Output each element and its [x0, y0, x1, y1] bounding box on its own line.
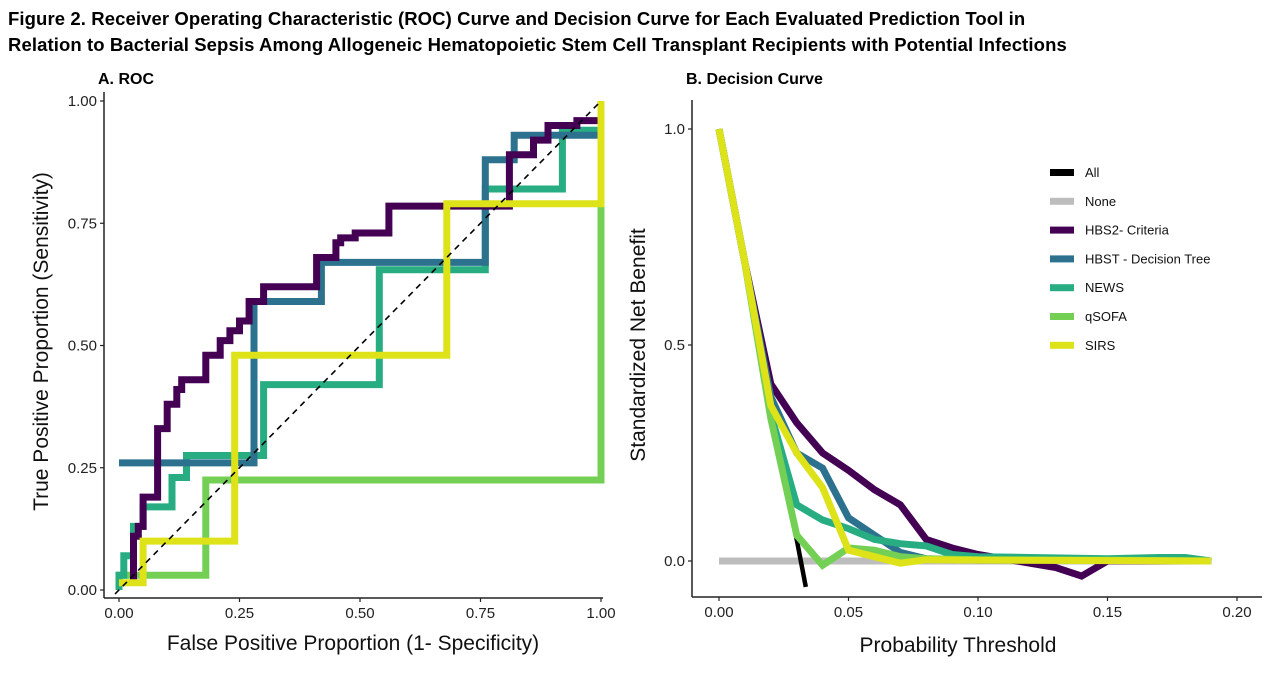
decision-curve-plot-area — [715, 128, 1212, 588]
decision-curve-y-tick-label: 0.5 — [664, 337, 685, 354]
roc-x-axis-title: False Positive Proportion (1- Specificit… — [167, 632, 539, 655]
roc-chance-line — [114, 100, 602, 595]
decision-curve-y-tick-label: 1.0 — [664, 121, 685, 138]
legend-label: None — [1085, 194, 1116, 209]
roc-curve-sirs — [119, 101, 605, 587]
roc-x-tick-label: 0.25 — [225, 605, 254, 622]
decision-curve-x-tick-label: 0.05 — [834, 604, 863, 621]
roc-curve-hbst-decision-tree — [119, 131, 601, 467]
roc-curve-news — [115, 126, 601, 590]
decision-curve-panel: B. Decision Curve 0.00 0.05 0.10 0.15 0.200.… — [627, 71, 1262, 657]
legend-label: All — [1085, 165, 1100, 180]
roc-y-axis-title: True Positive Proportion (Sensitivity) — [30, 172, 53, 511]
legend-label: HBST - Decision Tree — [1085, 251, 1210, 266]
roc-plot-area — [114, 100, 605, 595]
decision-curve-axes: 0.00 0.05 0.10 0.15 0.20 0.0 0.5 1.0 — [664, 100, 1262, 621]
roc-curve-hbs2-criteria — [130, 117, 601, 581]
legend-label: qSOFA — [1085, 309, 1127, 324]
legend-label: SIRS — [1085, 338, 1116, 353]
roc-x-tick-label: 0.00 — [104, 605, 133, 622]
decision-curve-x-tick-label: 0.10 — [963, 604, 992, 621]
decision-curve-y-axis-title: Standardized Net Benefit — [627, 228, 650, 462]
decision-curve-x-tick-label: 0.20 — [1222, 604, 1251, 621]
legend-item-hbs2-criteria: HBS2- Criteria — [1050, 223, 1170, 238]
legend-item-none: None — [1050, 194, 1116, 209]
decision-curve-x-tick-label: 0.15 — [1093, 604, 1122, 621]
legend-item-qsofa: qSOFA — [1050, 309, 1127, 324]
legend-item-all: All — [1050, 165, 1100, 180]
legend-swatch-news — [1050, 284, 1074, 292]
legend-item-sirs: SIRS — [1050, 338, 1116, 353]
figure-title-line-2: Relation to Bacterial Sepsis Among Allog… — [8, 34, 1067, 55]
roc-y-tick-label: 0.25 — [68, 460, 97, 477]
roc-x-tick-label: 1.00 — [586, 605, 615, 622]
roc-y-tick-label: 1.00 — [68, 93, 97, 110]
legend-swatch-none — [1050, 197, 1074, 205]
legend-label: NEWS — [1085, 280, 1124, 295]
roc-y-tick-label: 0.50 — [68, 338, 97, 355]
roc-x-tick-label: 0.75 — [466, 605, 495, 622]
decision-curve-x-axis-title: Probability Threshold — [860, 634, 1057, 657]
roc-curve-qsofa — [115, 130, 605, 590]
legend-swatch-sirs — [1050, 341, 1074, 349]
decision-curve-y-tick-label: 0.0 — [664, 553, 685, 570]
legend-item-hbst-decision-tree: HBST - Decision Tree — [1050, 251, 1210, 266]
roc-panel: A. ROC 0.00 0.25 0.50 0.75 1.000.000.250.500… — [30, 71, 616, 655]
decision-curve-sirs — [715, 128, 1212, 567]
legend-swatch-qsofa — [1050, 313, 1074, 320]
roc-axes: 0.00 0.25 0.50 0.75 1.00 0.00 0.25 0.50 0.75 1.00 — [68, 92, 616, 622]
legend-label: HBS2- Criteria — [1085, 223, 1170, 238]
decision-curve-x-tick-label: 0.00 — [704, 604, 733, 621]
roc-x-tick-label: 0.50 — [345, 605, 374, 622]
roc-y-tick-label: 0.00 — [68, 582, 97, 599]
figure-title: Figure 2. Receiver Operating Characteris… — [8, 6, 1273, 58]
legend-swatch-all — [1050, 169, 1074, 176]
legend-swatch-hbs2-criteria — [1050, 226, 1074, 234]
legend-item-news: NEWS — [1050, 280, 1124, 295]
figure-title-line-1: Figure 2. Receiver Operating Characteris… — [8, 8, 1026, 29]
decision-curve-panel-title: B. Decision Curve — [686, 71, 823, 88]
roc-y-tick-label: 0.75 — [68, 215, 97, 232]
legend: All None HBS2- Criteria HBST - Decision Tre… — [1050, 165, 1210, 353]
legend-swatch-hbst-decision-tree — [1050, 255, 1074, 263]
roc-panel-title: A. ROC — [98, 71, 154, 88]
decision-curve-news — [715, 128, 1212, 565]
